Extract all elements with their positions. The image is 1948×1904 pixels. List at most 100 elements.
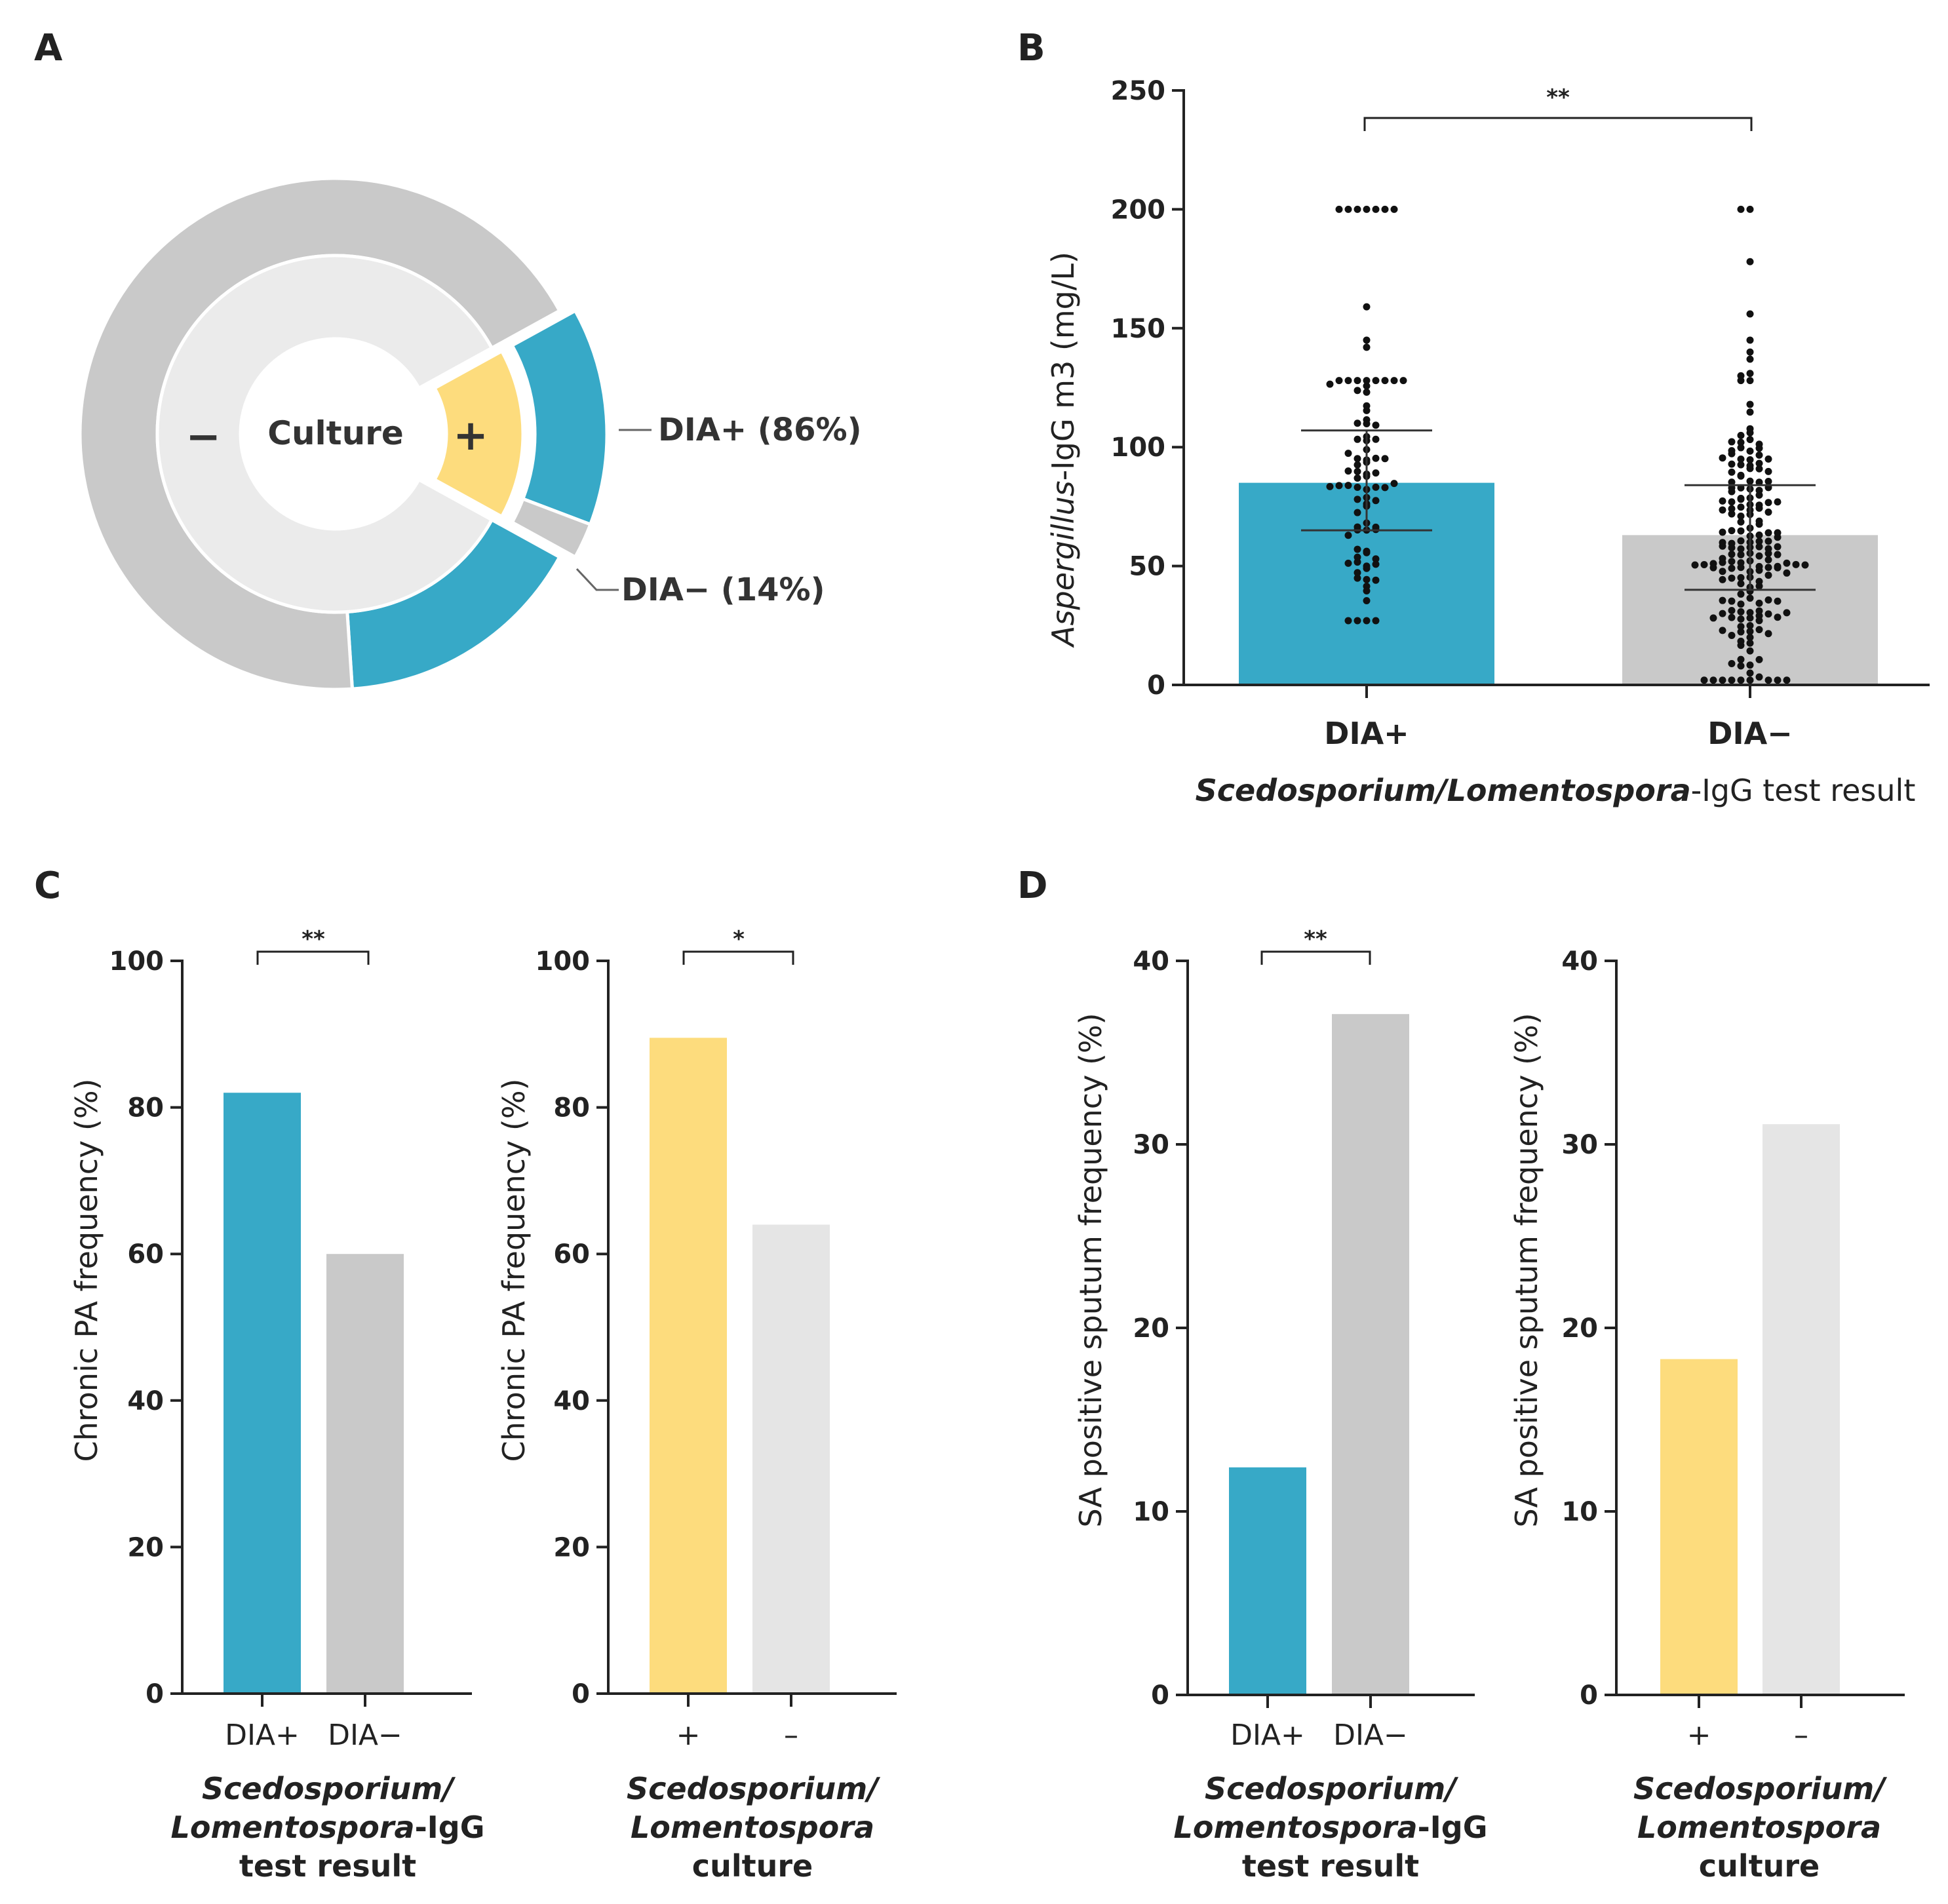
donut-center-label: Culture [267, 414, 404, 452]
b-point-2-33 [1737, 573, 1745, 581]
c2-category-label-1: + [676, 1719, 701, 1752]
d1-xlabel-line2: Lomentospora-IgG [1174, 1810, 1488, 1845]
b-point-2-38 [1755, 552, 1763, 560]
b-point-2-30 [1737, 600, 1745, 608]
b-point-2-177 [1737, 205, 1745, 213]
b-point-2-3 [1746, 614, 1754, 622]
b-point-2-88 [1719, 596, 1726, 604]
b-ylabel-rest: -IgG m3 (mg/L) [1045, 252, 1081, 480]
b-xlabel-rest: -IgG test result [1691, 773, 1916, 808]
b-point-2-1 [1746, 609, 1754, 617]
b-point-2-120 [1719, 528, 1726, 536]
b-point-2-129 [1764, 630, 1772, 638]
b-point-1-14 [1372, 483, 1380, 491]
b-point-1-47 [1372, 555, 1380, 563]
c1-ytick-label-20: 20 [127, 1532, 164, 1563]
d1-ytick-label-10: 10 [1133, 1497, 1169, 1527]
b-point-2-184 [1737, 372, 1745, 379]
d2-category-label-1: + [1687, 1719, 1711, 1752]
d2-bars [1660, 1124, 1840, 1695]
b-point-1-69 [1372, 560, 1380, 568]
b-point-2-28 [1737, 551, 1745, 558]
b-error-bars [1301, 429, 1816, 591]
inner-ring-plus [432, 349, 525, 519]
d1-bars [1229, 1014, 1409, 1695]
b-point-2-112 [1728, 631, 1736, 639]
bar-chart-d1: 0 10 20 30 40 DIA+ DIA− ** SA positive sputum … [1073, 926, 1487, 1884]
b-point-2-152 [1719, 506, 1726, 514]
b-point-2-111 [1764, 499, 1772, 507]
b-point-1-27 [1372, 469, 1380, 477]
donut-hole [241, 339, 431, 529]
b-point-2-25 [1737, 564, 1745, 572]
b-point-2-142 [1709, 676, 1717, 684]
b-point-2-78 [1728, 468, 1736, 476]
d1-ytick-label-30: 30 [1133, 1130, 1169, 1160]
b-point-1-79 [1363, 205, 1371, 213]
b-point-2-136 [1719, 554, 1726, 562]
b-point-2-178 [1746, 258, 1754, 265]
b-point-1-80 [1354, 205, 1361, 213]
b-point-1-72 [1363, 402, 1371, 410]
b-point-2-153 [1764, 477, 1772, 485]
c1-ytick-label-100: 100 [109, 946, 165, 977]
b-point-2-32 [1746, 633, 1754, 641]
b-point-1-68 [1372, 421, 1380, 429]
b-point-1-82 [1344, 205, 1352, 213]
b-point-2-148 [1774, 564, 1782, 572]
c2-bars [650, 1038, 830, 1694]
b-point-2-174 [1728, 447, 1736, 455]
b-point-2-140 [1728, 606, 1736, 614]
b-point-1-18 [1344, 482, 1352, 490]
b-point-2-20 [1737, 455, 1745, 463]
b-x-axis-label: Scedosporium/Lomentospora-IgG test resul… [1196, 773, 1916, 808]
c2-xlabel-line2: Lomentospora [631, 1810, 874, 1845]
b-point-1-63 [1363, 587, 1371, 594]
b-point-2-105 [1764, 467, 1772, 475]
b-point-2-46 [1755, 531, 1763, 539]
c1-y-axis-label: Chronic PA frequency (%) [69, 1079, 104, 1462]
b-point-2-127 [1719, 568, 1726, 575]
b-point-2-23 [1746, 669, 1754, 677]
c2-significance-star: * [733, 926, 745, 952]
b-point-2-13 [1746, 462, 1754, 470]
b-point-2-17 [1746, 621, 1754, 629]
b-point-2-64 [1737, 655, 1745, 663]
b-point-2-133 [1755, 537, 1763, 545]
b-point-2-139 [1728, 505, 1736, 513]
b-point-1-58 [1335, 377, 1343, 385]
b-point-2-27 [1737, 615, 1745, 623]
c2-ytick-label-20: 20 [553, 1532, 590, 1563]
d2-ytick-label-10: 10 [1561, 1497, 1598, 1527]
b-point-1-66 [1390, 377, 1398, 385]
b-point-2-5 [1737, 608, 1745, 615]
b-point-2-96 [1728, 478, 1736, 486]
b-point-2-109 [1774, 613, 1782, 621]
b-point-2-143 [1755, 459, 1763, 467]
b-point-2-119 [1728, 676, 1736, 684]
b-point-2-176 [1746, 205, 1754, 213]
b-point-2-83 [1755, 582, 1763, 590]
c1-xlabel-line2-italic: Lomentospora [171, 1810, 415, 1845]
b-point-2-110 [1755, 673, 1763, 681]
b-point-2-68 [1737, 444, 1745, 452]
c1-xlabel-line2: Lomentospora-IgG [171, 1810, 485, 1845]
c2-xlabel-line1: Scedosporium/ [627, 1771, 880, 1806]
c2-ytick-label-80: 80 [553, 1093, 590, 1123]
b-point-1-54 [1354, 509, 1361, 516]
b-point-2-49 [1728, 510, 1736, 518]
b-point-2-60 [1737, 579, 1745, 587]
b-point-2-2 [1746, 477, 1754, 485]
donut-sectors [78, 176, 609, 691]
c2-y-axis-label: Chronic PA frequency (%) [496, 1079, 532, 1462]
b-point-2-138 [1737, 518, 1745, 526]
b-point-2-101 [1737, 537, 1745, 545]
b-point-1-88 [1363, 343, 1371, 351]
c2-ytick-label-40: 40 [553, 1386, 590, 1416]
b-point-2-103 [1728, 551, 1736, 558]
b-point-2-173 [1774, 543, 1782, 551]
b-point-2-91 [1746, 408, 1754, 416]
b-ytick-label-50: 50 [1129, 552, 1165, 582]
b-point-2-170 [1728, 488, 1736, 495]
b-point-2-65 [1737, 545, 1745, 553]
